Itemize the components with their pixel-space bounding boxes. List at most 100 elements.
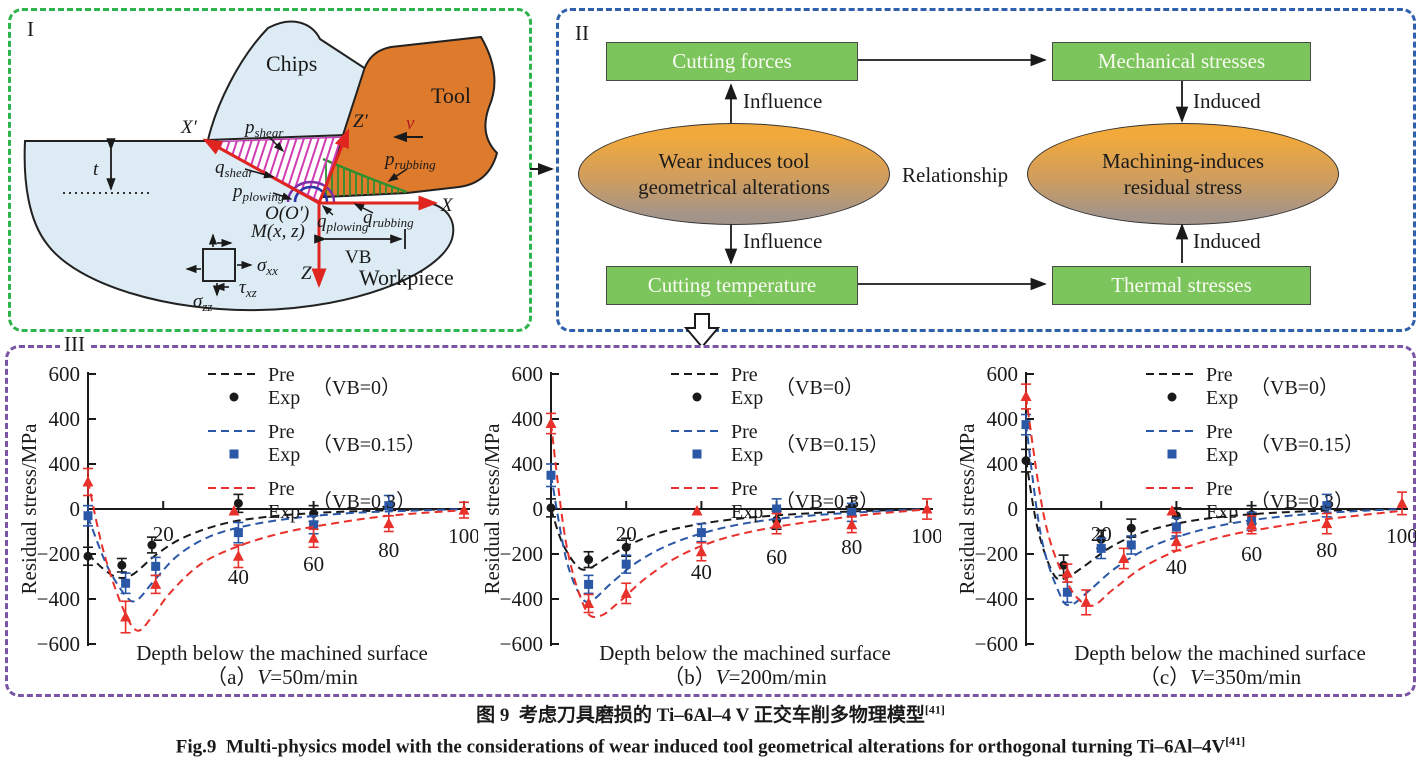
pre-curve — [1025, 396, 1403, 607]
legend-exp-label: Exp — [268, 387, 300, 409]
x-tick-label: 40 — [691, 560, 712, 584]
legend-vb-label: （VB=0.15） — [775, 433, 889, 456]
x-tick-label: 60 — [766, 545, 787, 569]
y-tick-label: 600 — [987, 362, 1019, 386]
exp-marker — [584, 579, 594, 589]
exp-marker — [1167, 392, 1177, 402]
x-tick-label: 60 — [303, 552, 324, 576]
x-tick-label: 100 — [911, 524, 941, 548]
y-tick-label: −600 — [37, 632, 80, 656]
legend-exp-label: Exp — [731, 444, 763, 466]
y-tick-label: −400 — [975, 587, 1018, 611]
exp-marker — [121, 578, 131, 588]
legend-pre-label: Pre — [731, 364, 758, 386]
influence-bottom-label: Influence — [743, 229, 823, 253]
y-tick-label: −600 — [500, 632, 543, 656]
y-axis-title: Residual stress/MPa — [958, 423, 979, 595]
z-prime-label: Z′ — [353, 111, 369, 132]
y-tick-label: −400 — [37, 587, 80, 611]
y-tick-label: 400 — [49, 407, 81, 431]
exp-marker — [151, 561, 161, 571]
x-tick-label: 20 — [153, 522, 174, 546]
influence-top-label: Influence — [743, 89, 823, 113]
pre-curve — [550, 423, 928, 619]
induced-top-label: Induced — [1193, 89, 1261, 113]
panel-flowchart: II Cutting forces Mechanical stresses Cu… — [556, 8, 1416, 332]
legend-pre-label: Pre — [1206, 364, 1233, 386]
exp-marker — [1059, 560, 1069, 570]
q-plowing-label: qplowing — [317, 211, 369, 234]
y-tick-label: 600 — [512, 362, 544, 386]
panel1-tag: I — [23, 17, 38, 42]
exp-marker — [546, 470, 556, 480]
legend-vb-label: （VB=0.15） — [1250, 433, 1364, 456]
exp-marker — [1171, 522, 1181, 532]
tool-shape — [321, 35, 499, 199]
exp-marker — [83, 551, 93, 561]
y-tick-label: −200 — [975, 542, 1018, 566]
exp-marker — [1322, 501, 1332, 511]
chart-b-residual-stress-v200: 600 400 400 0 −200 −400 −600 20 40 60 80 100 Residua… — [483, 362, 941, 689]
exp-marker — [1126, 523, 1136, 533]
ellipse-wear-alterations: Wear induces tool geometrical alteration… — [578, 123, 890, 225]
exp-marker — [309, 520, 319, 530]
y-tick-label: 400 — [512, 407, 544, 431]
exp-marker — [1126, 540, 1136, 550]
legend-vb-label: （VB=0.3） — [1250, 490, 1354, 513]
y-tick-label: 400 — [987, 452, 1019, 476]
legend-exp-label: Exp — [268, 501, 300, 523]
y-tick-label: 600 — [49, 362, 81, 386]
panel3-tag: III — [60, 332, 89, 357]
exp-marker — [228, 505, 240, 516]
cutting-schematic-drawing: Chips Tool Workpiece v X′ Z′ X Z t VB O(… — [23, 20, 499, 314]
panel2-tag: II — [571, 21, 593, 46]
exp-marker — [1062, 587, 1072, 597]
x-axis-title: Depth below the machined surface — [1074, 641, 1366, 665]
chart-a-residual-stress-v50: 600 400 400 0 −200 −400 −600 20 40 60 80 100 Residua… — [20, 362, 478, 689]
exp-marker — [583, 597, 595, 608]
exp-marker — [847, 507, 857, 517]
exp-marker — [621, 542, 631, 552]
t-label: t — [93, 159, 99, 180]
exp-marker — [232, 550, 244, 561]
legend-pre-label: Pre — [1206, 421, 1233, 443]
box-cutting-temperature: Cutting temperature — [606, 266, 858, 305]
legend-vb-label: （VB=0.3） — [312, 490, 416, 513]
exp-marker — [458, 504, 470, 515]
q-rubbing-label: qrubbing — [363, 207, 414, 230]
exp-marker — [1167, 449, 1177, 459]
exp-marker — [691, 505, 703, 516]
x-tick-label: 80 — [1316, 538, 1337, 562]
ellipse-machining-residual-stress: Machining-induces residual stress — [1027, 123, 1339, 225]
tau-xz-label: τxz — [239, 277, 257, 300]
sigma-zz-label: σzz — [193, 291, 213, 314]
exp-marker — [120, 611, 132, 622]
relationship-label: Relationship — [902, 163, 1009, 187]
legend-pre-label: Pre — [731, 421, 758, 443]
legend-pre-label: Pre — [268, 421, 295, 443]
exp-marker — [1061, 567, 1073, 578]
exp-marker — [82, 476, 94, 487]
workpiece-shape — [23, 140, 455, 312]
y-axis-title: Residual stress/MPa — [483, 423, 504, 595]
pre-curve — [550, 508, 928, 571]
chart-subtitle: （a）V=50m/min — [206, 665, 358, 689]
legend-vb-label: （VB=0.15） — [312, 433, 426, 456]
y-tick-label: −200 — [500, 542, 543, 566]
exp-marker — [150, 578, 162, 589]
exp-marker — [229, 449, 239, 459]
legend-pre-label: Pre — [268, 364, 295, 386]
x-tick-label: 60 — [1241, 542, 1262, 566]
legend-exp-label: Exp — [1206, 444, 1238, 466]
y-tick-label: 400 — [987, 407, 1019, 431]
p-shear-label: pshear — [243, 117, 284, 140]
chart-subtitle: （b）V=200m/min — [663, 665, 827, 689]
panel-cutting-schematic: I — [8, 8, 532, 332]
exp-marker — [692, 449, 702, 459]
figure-caption: 图 9 考虑刀具磨损的 Ti–6Al–4 V 正交车削多物理模型[41] Fig… — [0, 700, 1421, 758]
exp-marker — [1080, 596, 1092, 607]
exp-marker — [384, 501, 394, 511]
speed-label: v — [406, 113, 415, 134]
pre-curve — [550, 475, 928, 603]
